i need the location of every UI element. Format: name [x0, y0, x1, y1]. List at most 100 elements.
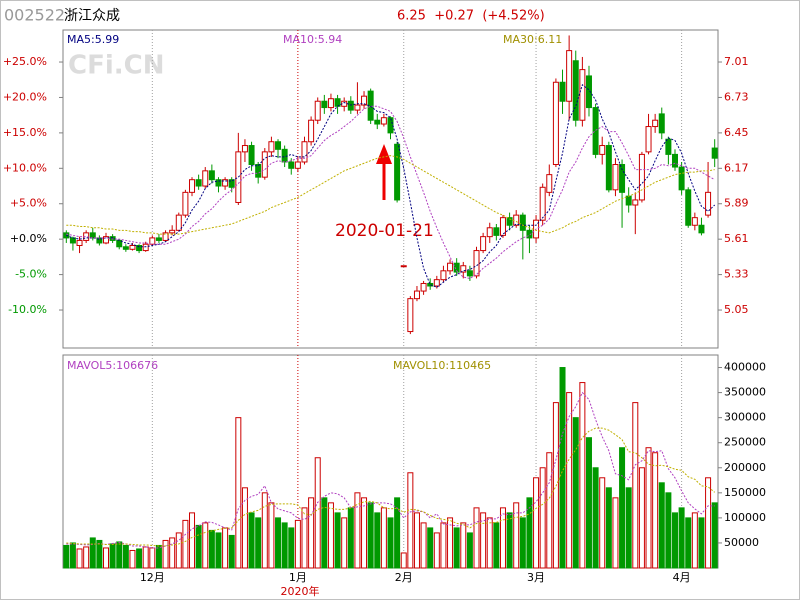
volume-bar [69, 542, 76, 569]
volume-bar [89, 537, 96, 569]
candle-body [394, 143, 401, 201]
volume-bar [460, 522, 467, 569]
volume-bar [652, 452, 659, 569]
volume-tick-label: 400000 [724, 361, 766, 374]
volume-bar [275, 517, 282, 569]
candle-body [559, 81, 566, 102]
candle-body [334, 98, 341, 107]
candle-body [288, 161, 295, 169]
ma-line [66, 83, 716, 288]
candle-body [248, 145, 255, 166]
ma-line [66, 391, 715, 549]
volume-bar [228, 534, 235, 569]
y2-tick-label: +15.0% [3, 126, 47, 139]
candle-body [155, 237, 162, 241]
candle-body [387, 117, 394, 134]
x-tick-label: 4月 [673, 571, 691, 584]
price-panel [62, 29, 719, 349]
candle-body [625, 195, 632, 206]
candle-body [222, 179, 229, 187]
y-tick-label: 5.89 [724, 197, 749, 210]
volume-bar [83, 546, 90, 569]
candle-body [440, 270, 447, 281]
candle-body [678, 166, 685, 191]
candle-body [579, 69, 586, 121]
volume-bar [433, 532, 440, 569]
volume-tick-label: 350000 [724, 386, 766, 399]
candle-body [103, 236, 110, 244]
y2-tick-label: +10.0% [3, 161, 47, 174]
candle-body [592, 107, 599, 155]
volume-bar [222, 527, 229, 569]
volume-tick-label: 150000 [724, 486, 766, 499]
y2-tick-label: -10.0% [8, 303, 47, 316]
legend-mavol10: MAVOL10:110465 [393, 359, 491, 372]
volume-bar [248, 512, 255, 569]
candle-body [486, 227, 493, 238]
date-annotation: 2020-01-21 [335, 221, 434, 241]
candle-body [255, 164, 262, 178]
volume-bar [202, 522, 209, 569]
y-tick-label: 5.61 [724, 232, 749, 245]
candle-body [585, 75, 592, 109]
volume-bar [76, 548, 83, 569]
candle-body [658, 113, 665, 134]
stock-name: 浙江众成 [64, 8, 120, 24]
volume-bar [453, 527, 460, 569]
candle-body [142, 243, 149, 252]
y-tick-label: 5.05 [724, 303, 749, 316]
candle-body [599, 145, 606, 155]
volume-bar [499, 507, 506, 569]
volume-bar [519, 517, 526, 569]
volume-bar [671, 512, 678, 569]
volume-bar [407, 472, 414, 569]
candle-body [671, 153, 678, 168]
candle-body [433, 279, 440, 287]
candle-body [420, 282, 427, 292]
volume-bar [347, 507, 354, 569]
volume-bar [645, 447, 652, 569]
candle-body [480, 236, 487, 252]
candle-body [665, 138, 672, 155]
volume-bar [116, 541, 123, 569]
y2-tick-label: +0.0% [10, 232, 47, 245]
volume-bar [665, 492, 672, 569]
year-label: 2020年 [281, 584, 320, 598]
volume-bar [572, 417, 579, 569]
legend-mavol5: MAVOL5:106676 [67, 359, 158, 372]
volume-bar [175, 532, 182, 569]
volume-bar [321, 497, 328, 569]
volume-bar [466, 532, 473, 569]
volume-bar [400, 552, 407, 569]
volume-tick-label: 250000 [724, 436, 766, 449]
candle-body [638, 153, 645, 201]
volume-bar [387, 517, 394, 569]
y2-tick-label: +20.0% [3, 90, 47, 103]
volume-bar [625, 487, 632, 569]
x-tick-label: 2月 [395, 571, 413, 584]
candle-body [301, 141, 308, 163]
candle-body [407, 298, 414, 333]
candle-body [374, 119, 381, 125]
candle-body [539, 186, 546, 221]
volume-bar [334, 512, 341, 569]
volume-bar [182, 519, 189, 569]
volume-bar [698, 517, 705, 569]
candle-body [711, 147, 718, 159]
x-tick-label: 1月 [289, 571, 307, 584]
volume-bar [506, 512, 513, 569]
volume-bar [413, 512, 420, 569]
x-tick-label: 3月 [527, 571, 545, 584]
volume-bar [195, 524, 202, 569]
volume-bar [599, 477, 606, 569]
stock-code: 002522 [4, 6, 65, 25]
volume-bar [427, 527, 434, 569]
ma-line [66, 105, 715, 279]
volume-bar [559, 367, 566, 569]
candle-body [619, 164, 626, 193]
candle-body [314, 100, 321, 121]
volume-tick-label: 200000 [724, 461, 766, 474]
candle-body [63, 232, 70, 239]
candle-body [685, 189, 692, 226]
